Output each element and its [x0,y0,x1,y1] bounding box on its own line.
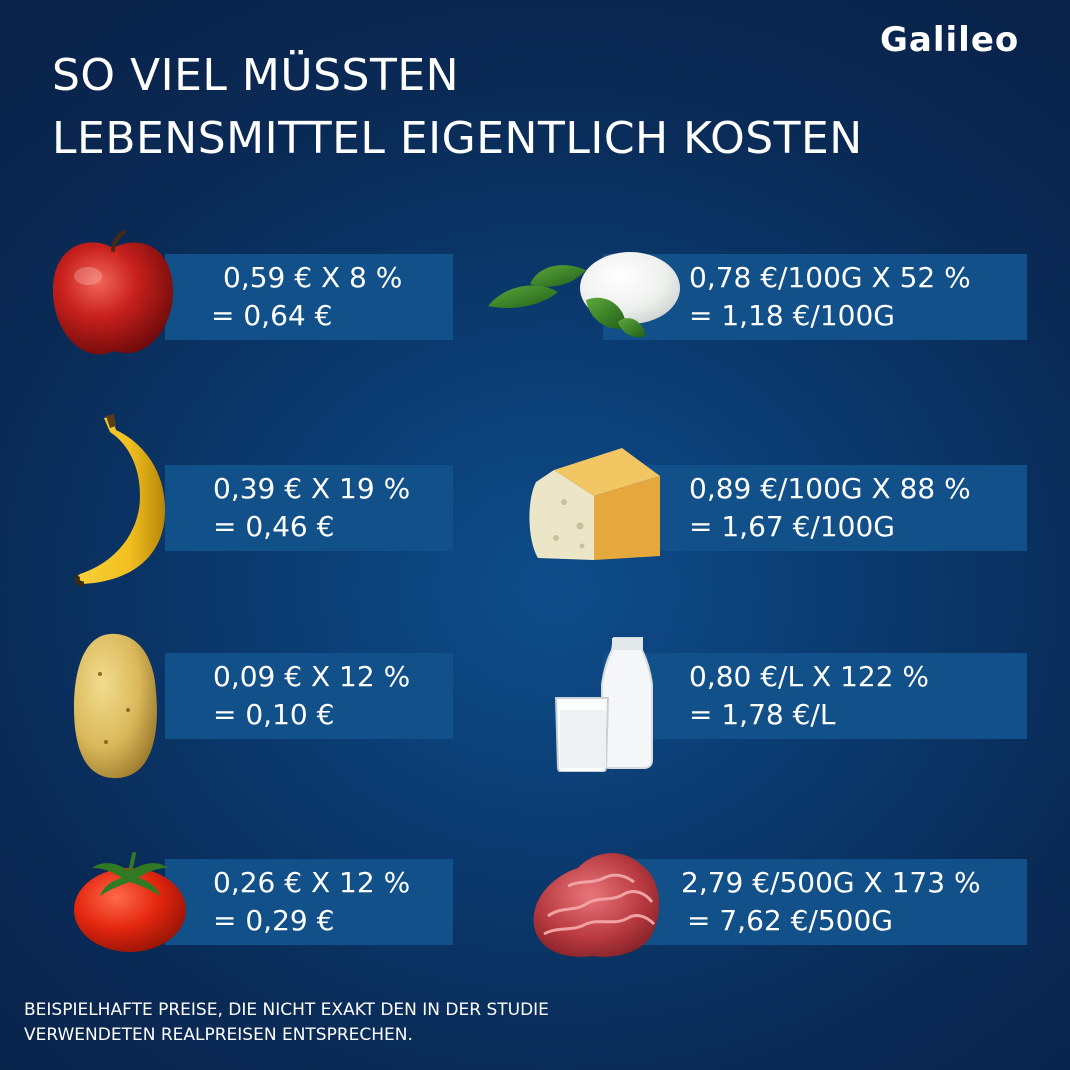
price-calculation: 2,79 €/500G X 173 % [681,866,981,899]
price-box-cheese: 0,89 €/100G X 88 % = 1,67 €/100G [603,465,1027,551]
title-line-2: LEBENSMITTEL EIGENTLICH KOSTEN [52,113,863,164]
price-box-banana: 0,39 € X 19 % = 0,46 € [165,465,453,551]
tomato-icon [74,852,186,952]
footnote-line-2: VERWENDETEN REALPREISEN ENTSPRECHEN. [24,1025,413,1045]
price-calculation: 0,80 €/L X 122 % [689,660,930,693]
price-result: = 1,78 €/L [689,698,836,731]
mozzarella-icon [488,252,680,338]
galileo-logo: Galileo [880,20,1020,60]
milk-icon [554,637,653,772]
title-line-1: SO VIEL MÜSSTEN [52,50,460,101]
price-box-milk: 0,80 €/L X 122 % = 1,78 €/L [603,653,1027,739]
banana-icon [74,414,166,587]
price-result: = 0,64 € [211,299,333,332]
price-result: = 1,67 €/100G [689,510,895,543]
price-box-tomato: 0,26 € X 12 % = 0,29 € [165,859,453,945]
price-calculation: 0,78 €/100G X 52 % [689,261,971,294]
price-calculation: 0,09 € X 12 % [213,660,411,693]
price-box-apple: 0,59 € X 8 % = 0,64 € [165,254,453,340]
price-result: = 0,46 € [213,510,335,543]
price-calculation: 0,59 € X 8 % [223,261,403,294]
price-result: = 7,62 €/500G [687,904,893,937]
price-calculation: 0,39 € X 19 % [213,472,411,505]
apple-icon [52,230,174,355]
price-result: = 1,18 €/100G [689,299,895,332]
potato-icon [74,633,157,779]
price-box-minced-meat: 2,79 €/500G X 173 % = 7,62 €/500G [603,859,1027,945]
price-result: = 0,29 € [213,904,335,937]
price-calculation: 0,89 €/100G X 88 % [689,472,971,505]
price-result: = 0,10 € [213,698,335,731]
cheese-icon [529,448,660,560]
price-box-potato: 0,09 € X 12 % = 0,10 € [165,653,453,739]
footnote-line-1: BEISPIELHAFTE PREISE, DIE NICHT EXAKT DE… [24,1000,549,1020]
minced-meat-icon [533,853,660,957]
price-calculation: 0,26 € X 12 % [213,866,411,899]
